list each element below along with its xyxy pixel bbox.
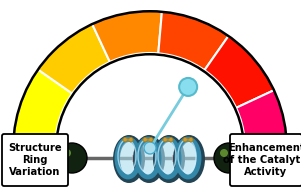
Circle shape	[149, 137, 153, 142]
Circle shape	[169, 137, 173, 142]
Wedge shape	[13, 69, 72, 140]
Wedge shape	[37, 23, 110, 94]
Wedge shape	[236, 90, 287, 140]
Ellipse shape	[177, 139, 199, 177]
Circle shape	[183, 137, 187, 142]
Wedge shape	[158, 11, 229, 70]
Circle shape	[129, 137, 133, 142]
Text: Structure
Ring
Variation: Structure Ring Variation	[8, 143, 62, 177]
Ellipse shape	[117, 139, 139, 177]
Circle shape	[143, 137, 147, 142]
Circle shape	[63, 149, 71, 157]
Circle shape	[214, 143, 244, 173]
FancyBboxPatch shape	[230, 134, 301, 186]
FancyBboxPatch shape	[2, 134, 68, 186]
Circle shape	[220, 149, 228, 157]
Circle shape	[144, 142, 156, 154]
Circle shape	[179, 78, 197, 96]
Ellipse shape	[137, 139, 159, 177]
Circle shape	[189, 137, 193, 142]
Ellipse shape	[157, 139, 179, 177]
Wedge shape	[12, 10, 288, 148]
Wedge shape	[204, 35, 275, 108]
Circle shape	[123, 137, 127, 142]
Wedge shape	[55, 53, 245, 148]
Text: Enhancement
of the Catalytic
Activity: Enhancement of the Catalytic Activity	[223, 143, 301, 177]
Circle shape	[163, 137, 167, 142]
Wedge shape	[92, 10, 162, 62]
Circle shape	[57, 143, 87, 173]
